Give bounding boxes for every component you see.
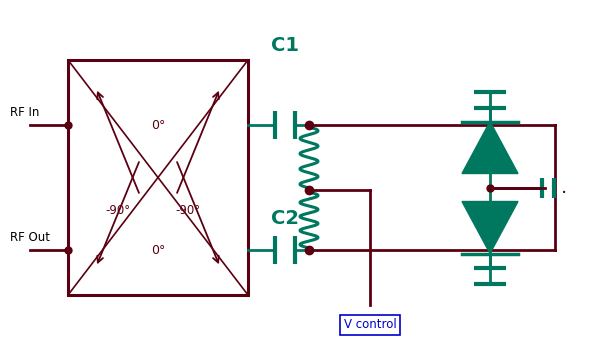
Text: RF In: RF In <box>10 106 40 119</box>
Text: .: . <box>561 178 567 197</box>
Polygon shape <box>462 202 518 253</box>
Text: -90°: -90° <box>105 203 131 217</box>
Text: C2: C2 <box>271 208 299 227</box>
Text: C1: C1 <box>271 35 299 54</box>
Text: -90°: -90° <box>175 203 201 217</box>
Text: 0°: 0° <box>151 243 165 256</box>
Text: 0°: 0° <box>151 118 165 131</box>
Text: RF Out: RF Out <box>10 231 50 244</box>
Text: V control: V control <box>343 319 397 332</box>
Polygon shape <box>462 121 518 174</box>
